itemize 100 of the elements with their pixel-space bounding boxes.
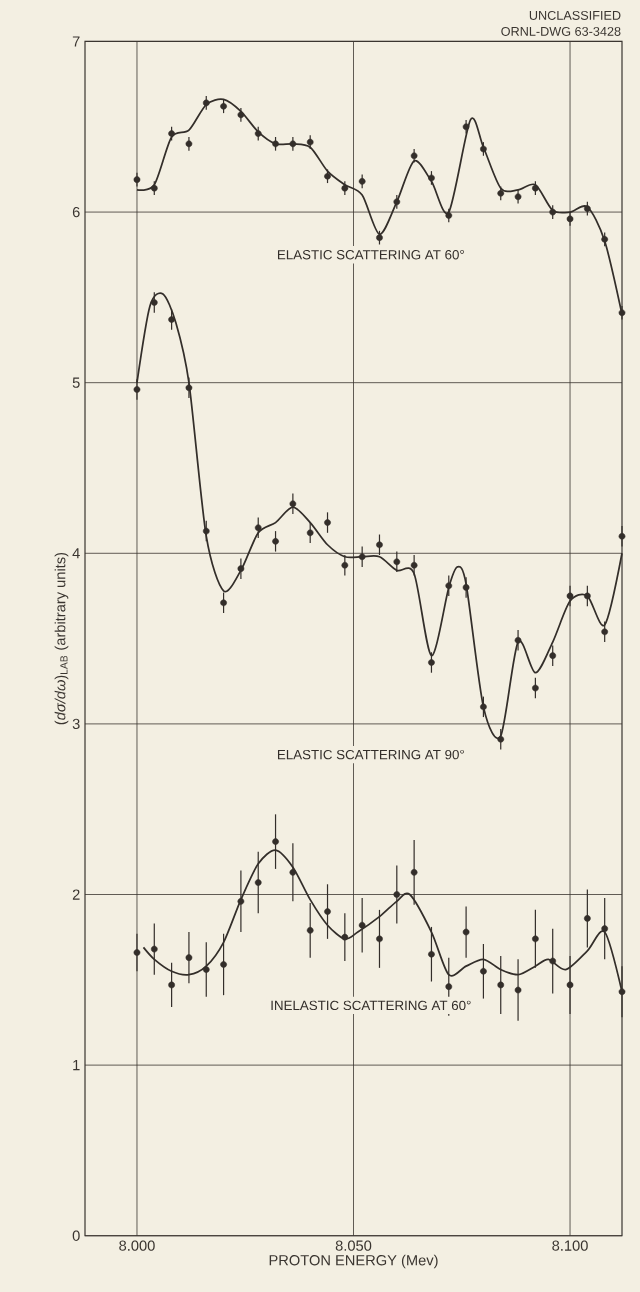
point	[584, 205, 591, 212]
point	[514, 986, 522, 994]
point	[237, 565, 245, 572]
point	[497, 189, 505, 197]
point	[168, 316, 175, 323]
point	[584, 915, 591, 922]
point	[497, 981, 505, 989]
point	[220, 961, 227, 968]
point	[202, 966, 210, 973]
point	[341, 184, 349, 192]
point	[497, 735, 505, 743]
point	[601, 925, 609, 932]
y-tick-label: 5	[72, 377, 80, 388]
point	[168, 130, 175, 137]
point	[133, 386, 141, 393]
point	[133, 949, 141, 956]
point	[445, 983, 453, 990]
point	[237, 898, 245, 905]
series-label: ELASTIC SCATTERING AT 60°	[277, 250, 464, 260]
point	[150, 184, 158, 192]
point	[480, 967, 487, 975]
point	[202, 99, 210, 107]
point	[272, 538, 279, 545]
y-tick-label: 4	[72, 548, 80, 559]
point	[306, 138, 314, 146]
point	[289, 868, 297, 876]
point	[566, 592, 574, 600]
point	[150, 945, 158, 953]
y-tick-label: 1	[73, 1060, 80, 1071]
point	[566, 981, 574, 989]
point	[549, 652, 557, 659]
y-tick-label: 6	[72, 206, 80, 218]
point	[185, 140, 193, 148]
point	[514, 193, 522, 201]
point	[272, 140, 279, 148]
series-label: INELASTIC SCATTERING AT 60°	[271, 1000, 471, 1011]
point	[306, 927, 314, 934]
x-tick-label: 8.100	[552, 1240, 588, 1251]
point	[306, 529, 314, 537]
point	[566, 215, 574, 223]
point	[324, 519, 331, 526]
point	[393, 891, 401, 898]
point	[462, 584, 470, 591]
point	[393, 558, 401, 566]
point	[358, 553, 366, 561]
point	[220, 599, 227, 607]
x-axis-title: PROTON ENERGY (Mev)	[269, 1254, 438, 1269]
point	[341, 561, 349, 569]
y-axis-title: (dσ/dω)$_{LAB}$ (arbitrary units)	[54, 552, 69, 725]
point	[532, 184, 539, 192]
point	[601, 236, 609, 243]
point	[376, 935, 383, 943]
point	[358, 178, 366, 185]
point	[220, 102, 227, 110]
point	[324, 172, 331, 180]
point	[410, 561, 418, 569]
point	[289, 500, 297, 508]
point	[376, 541, 383, 549]
point	[445, 582, 453, 590]
point	[358, 921, 366, 929]
x-tick-label: 8.050	[335, 1240, 372, 1251]
point	[341, 933, 349, 941]
point	[601, 628, 609, 636]
point	[168, 981, 175, 989]
point	[254, 130, 262, 137]
point	[150, 299, 158, 306]
point	[462, 928, 470, 936]
point	[584, 592, 591, 600]
point	[462, 123, 470, 131]
point	[532, 935, 539, 943]
point	[272, 838, 279, 845]
point	[480, 703, 487, 711]
point	[549, 208, 557, 216]
y-tick-label: 7	[72, 36, 80, 47]
y-tick-label: 3	[72, 718, 80, 730]
point	[618, 309, 626, 317]
point	[254, 524, 262, 532]
point	[428, 174, 435, 182]
point	[133, 176, 141, 183]
point	[237, 111, 245, 119]
text: UNCLASSIFIED	[529, 10, 621, 20]
point	[393, 198, 401, 206]
point	[376, 234, 383, 241]
point	[428, 659, 435, 666]
text: ORNL-DWG 63-3428	[501, 26, 621, 36]
y-tick-label: 0	[72, 1230, 80, 1241]
point	[410, 152, 418, 160]
point	[324, 908, 331, 915]
x-tick-label: 8.000	[119, 1240, 155, 1251]
point	[289, 140, 297, 148]
point	[549, 957, 557, 965]
y-tick-label: 2	[72, 889, 80, 900]
point	[202, 527, 210, 535]
text: ELASTIC SCATTERING AT 90°	[277, 749, 464, 760]
point	[618, 988, 626, 996]
point	[185, 954, 193, 961]
point	[445, 212, 453, 219]
point	[514, 636, 522, 644]
point	[254, 879, 262, 886]
point	[410, 868, 418, 876]
